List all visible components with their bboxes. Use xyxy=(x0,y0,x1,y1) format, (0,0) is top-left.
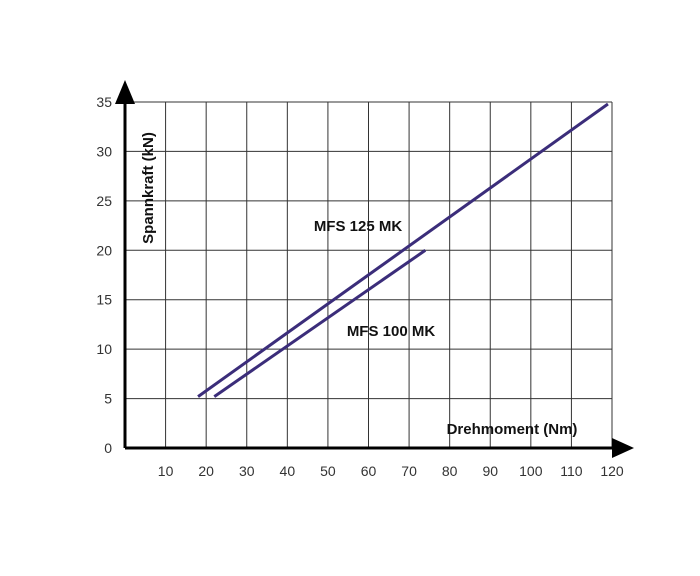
y-tick-labels: 0 5 10 15 20 25 30 35 xyxy=(96,94,112,456)
x-tick-labels: 10 20 30 40 50 60 70 80 90 100 110 120 xyxy=(158,463,624,479)
y-tick-label: 0 xyxy=(104,440,112,456)
y-tick-label: 25 xyxy=(96,193,112,209)
y-tick-label: 15 xyxy=(96,292,112,308)
y-tick-label: 20 xyxy=(96,242,112,258)
series-label-mfs-125-mk: MFS 125 MK xyxy=(314,218,403,235)
x-tick-label: 110 xyxy=(560,463,583,479)
x-tick-label: 50 xyxy=(320,463,336,479)
y-axis-label: Spannkraft (kN) xyxy=(140,132,157,244)
x-tick-label: 100 xyxy=(519,463,543,479)
x-tick-label: 40 xyxy=(280,463,296,479)
x-tick-label: 70 xyxy=(401,463,417,479)
y-tick-label: 35 xyxy=(96,94,112,110)
x-axis-label: Drehmoment (Nm) xyxy=(447,421,578,438)
axes xyxy=(115,80,634,458)
x-axis-arrow xyxy=(612,438,634,458)
series-line-mfs-125-mk xyxy=(197,102,609,398)
series-line-mfs-100-mk xyxy=(213,249,427,398)
grid xyxy=(125,101,613,448)
x-tick-label: 120 xyxy=(600,463,624,479)
y-tick-label: 10 xyxy=(96,341,112,357)
y-tick-label: 30 xyxy=(96,143,112,159)
y-tick-label: 5 xyxy=(104,391,112,407)
series-label-mfs-100-mk: MFS 100 MK xyxy=(347,323,436,340)
x-tick-label: 10 xyxy=(158,463,174,479)
x-tick-label: 20 xyxy=(198,463,214,479)
x-tick-label: 60 xyxy=(361,463,377,479)
series-lines xyxy=(197,102,609,398)
y-axis-arrow xyxy=(115,80,135,104)
x-tick-label: 30 xyxy=(239,463,255,479)
x-tick-label: 90 xyxy=(482,463,498,479)
x-tick-label: 80 xyxy=(442,463,458,479)
